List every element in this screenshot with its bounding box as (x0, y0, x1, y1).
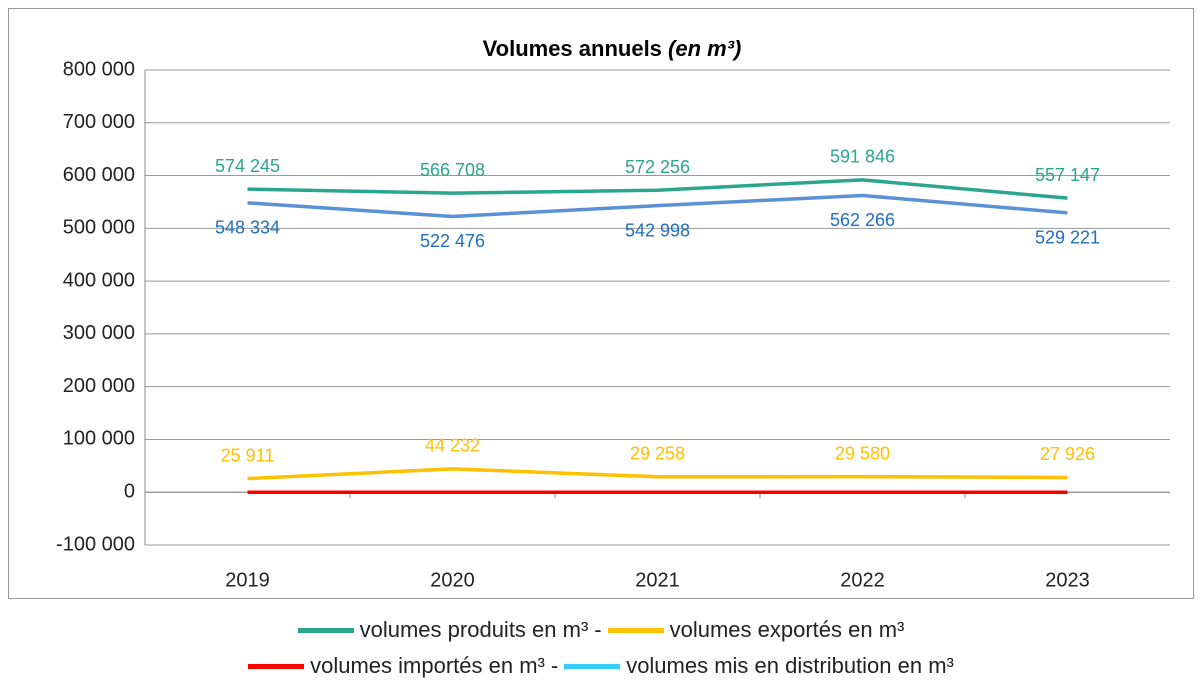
y-tick-label: 300 000 (63, 322, 135, 344)
legend: volumes produits en m³ - volumes exporté… (0, 612, 1202, 684)
data-label: 574 245 (215, 156, 280, 176)
x-tick-label: 2021 (635, 569, 680, 591)
data-label: 27 926 (1040, 444, 1095, 464)
legend-row: volumes produits en m³ - volumes exporté… (0, 612, 1202, 648)
data-label: 557 147 (1035, 165, 1100, 185)
legend-swatch (564, 663, 621, 669)
legend-swatch (248, 663, 305, 669)
legend-swatch (297, 627, 354, 633)
y-tick-label: 700 000 (63, 111, 135, 133)
chart: Volumes annuels (en m³) -100 000 0 100 000… (8, 8, 1194, 599)
data-label: 29 580 (835, 443, 890, 463)
y-tick-label: 100 000 (63, 428, 135, 450)
data-label: 529 221 (1035, 228, 1100, 248)
y-tick-label: -100 000 (56, 533, 135, 555)
legend-separator: - (550, 653, 559, 678)
legend-label: volumes produits en m³ (359, 617, 589, 642)
y-tick-label: 600 000 (63, 164, 135, 186)
title-unit: (en m³) (668, 36, 741, 61)
data-label: 44 232 (425, 436, 480, 456)
legend-swatch (607, 627, 664, 633)
data-label: 522 476 (420, 231, 485, 251)
x-tick-label: 2020 (430, 569, 475, 591)
x-tick-label: 2019 (225, 569, 270, 591)
series-line (247, 178, 1068, 200)
x-tick-label: 2022 (840, 569, 885, 591)
title-main: Volumes annuels (483, 36, 662, 61)
y-tick-label: 200 000 (63, 375, 135, 397)
data-label: 29 258 (630, 444, 685, 464)
series-line (247, 467, 1068, 481)
chart-border (8, 8, 1194, 599)
x-tick-label: 2023 (1045, 569, 1090, 591)
y-tick-label: 400 000 (63, 269, 135, 291)
legend-label: volumes exportés en m³ (669, 617, 905, 642)
data-label: 566 708 (420, 160, 485, 180)
data-label: 591 846 (830, 147, 895, 167)
data-label: 572 256 (625, 157, 690, 177)
series-line (247, 193, 1068, 219)
data-label: 25 911 (221, 445, 275, 465)
y-tick-label: 0 (124, 481, 135, 503)
y-tick-label: 800 000 (63, 58, 135, 80)
data-label: 548 334 (215, 218, 280, 238)
y-tick-label: 500 000 (63, 217, 135, 239)
chart-title: Volumes annuels (en m³) (483, 36, 742, 61)
data-label: 562 266 (830, 210, 895, 230)
data-label: 542 998 (625, 220, 690, 240)
legend-label: volumes mis en distribution en m³ (626, 653, 954, 678)
legend-row: volumes importés en m³ - volumes mis en … (0, 648, 1202, 684)
legend-label: volumes importés en m³ (310, 653, 545, 678)
legend-separator: - (594, 617, 602, 642)
